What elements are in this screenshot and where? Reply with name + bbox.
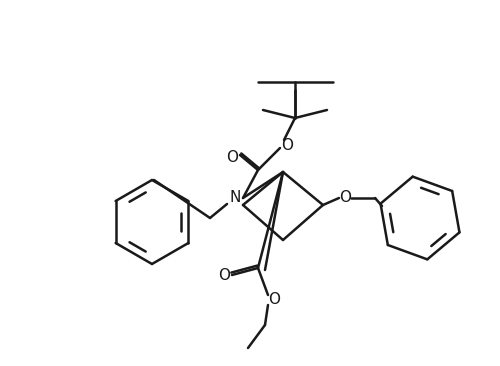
Text: O: O <box>218 269 230 284</box>
Text: O: O <box>268 292 280 307</box>
Text: O: O <box>339 190 351 205</box>
Text: O: O <box>226 149 238 164</box>
Text: N: N <box>230 190 240 205</box>
Text: O: O <box>281 138 293 153</box>
